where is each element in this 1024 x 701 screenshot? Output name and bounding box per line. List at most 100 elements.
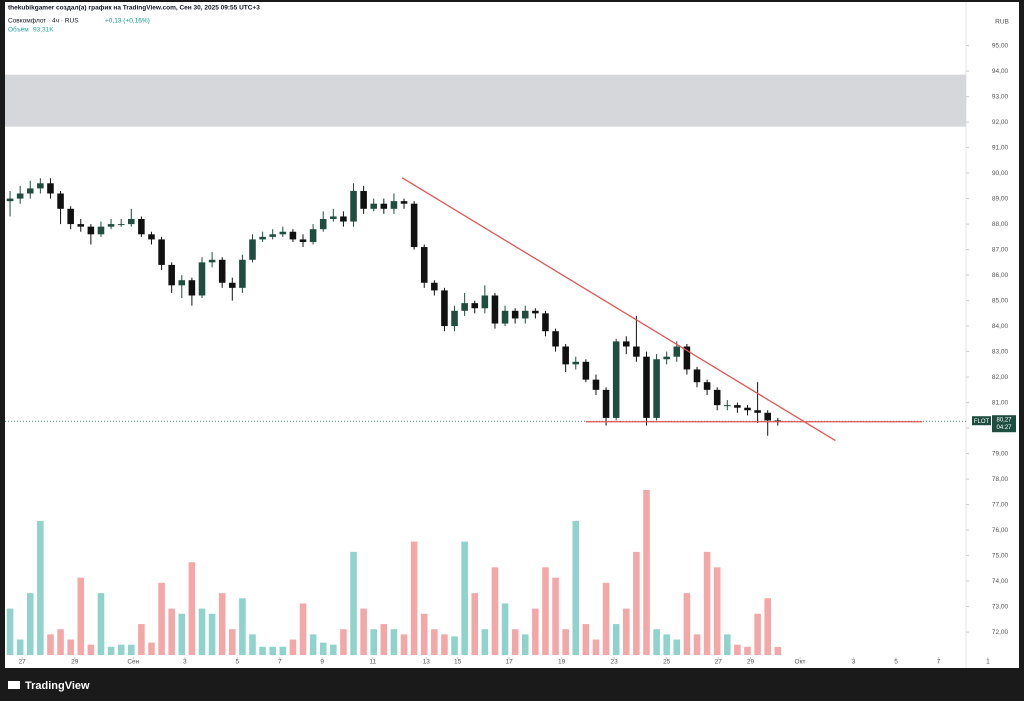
y-tick-label: 79,00 [992, 450, 1009, 457]
volume-bar [208, 613, 216, 655]
candle-body [229, 282, 236, 288]
x-tick-label: 3 [852, 659, 856, 666]
volume-bar [612, 624, 620, 655]
candle-body [582, 361, 590, 380]
y-tick-label: 73,00 [992, 603, 1009, 610]
y-tick-label: 89,00 [992, 195, 1009, 202]
volume-bar [734, 644, 741, 655]
volume-value: 93,31K [33, 27, 54, 34]
volume-bar [713, 567, 721, 655]
candle-body [380, 203, 388, 209]
candle-body [37, 183, 44, 189]
candle-body [622, 341, 630, 347]
candle-body [309, 229, 317, 242]
x-tick-label: 9 [320, 659, 324, 666]
resistance-zone [5, 74, 966, 127]
x-tick-label: 29 [747, 659, 755, 666]
candle-body [643, 356, 650, 418]
y-tick-label: 88,00 [992, 221, 1009, 228]
x-tick-label: Окт [795, 659, 806, 666]
candle-body [330, 216, 337, 219]
candle-body [168, 264, 175, 286]
x-tick-label: 19 [558, 659, 566, 666]
y-tick-label: 77,00 [992, 501, 1009, 508]
y-tick-label: 74,00 [992, 578, 1009, 585]
volume-bar [229, 629, 236, 655]
volume-bar [340, 629, 347, 655]
x-tick-label: 25 [663, 659, 671, 666]
volume-bar [198, 608, 206, 655]
volume-bar [754, 613, 761, 655]
candle-body [562, 346, 569, 365]
y-tick-label: 85,00 [992, 297, 1009, 304]
x-tick-label: 5 [894, 659, 898, 666]
y-tick-label: 72,00 [992, 629, 1009, 636]
volume-bar [633, 551, 640, 655]
price-tag-symbol: FLOT [974, 419, 990, 425]
volume-bar [562, 629, 569, 655]
x-tick-label: 13 [423, 659, 431, 666]
volume-bar [592, 639, 600, 655]
candle-body [259, 236, 266, 240]
candle-body [138, 219, 145, 235]
candle-body [57, 193, 64, 209]
volume-bar [471, 593, 479, 655]
volume-bar [663, 634, 670, 655]
volume-bar [420, 613, 428, 655]
volume-bar [309, 634, 317, 655]
volume-bar [360, 608, 367, 655]
price-tag-value: 80,27 [996, 417, 1012, 423]
y-tick-label: 82,00 [992, 374, 1009, 381]
x-tick-label: 5 [236, 659, 240, 666]
volume-bar [299, 603, 307, 655]
candle-body [127, 219, 135, 225]
candle-body [97, 226, 105, 235]
candle-body [249, 239, 256, 260]
volume-bar [380, 624, 388, 655]
volume-bar [532, 608, 539, 655]
candle-body [744, 407, 751, 411]
candle-body [188, 280, 196, 296]
volume-bar [127, 644, 135, 655]
volume-bar [764, 598, 771, 655]
volume-bar [622, 608, 630, 655]
volume-bar [390, 629, 398, 655]
candle-body [764, 412, 771, 421]
volume-bar [168, 608, 175, 655]
candle-body [400, 201, 408, 204]
candle-body [673, 346, 681, 357]
volume-bar [37, 520, 44, 655]
price-tag: FLOT 80,27 04:27 [972, 415, 1016, 433]
candle-body [461, 303, 468, 311]
volume-bar [451, 636, 458, 655]
volume-label: Объём [8, 26, 29, 34]
candle-body [107, 224, 115, 227]
candle-body [653, 359, 660, 418]
volume-bar [431, 629, 438, 655]
volume-bar [218, 593, 226, 655]
volume-bar [481, 629, 489, 655]
candle-body [47, 183, 54, 194]
volume-bar [148, 642, 155, 655]
volume-bar [279, 646, 287, 655]
candle-body [683, 346, 691, 370]
candle-body [481, 295, 489, 309]
y-tick-label: 93,00 [992, 93, 1009, 100]
volume-bar [370, 629, 378, 655]
volume-bar [703, 551, 711, 655]
candle-body [441, 290, 448, 327]
candle-body [724, 405, 731, 407]
volume-bar [77, 577, 85, 655]
volume-bar [87, 644, 95, 655]
volume-bar [602, 582, 610, 655]
volume-bar [319, 642, 327, 655]
y-tick-label: 95,00 [992, 42, 1009, 49]
y-tick-label: 81,00 [992, 399, 1009, 406]
volume-bar [542, 567, 549, 655]
volume-bar [744, 646, 751, 655]
candle-body [511, 310, 519, 319]
volume-bar [6, 608, 14, 655]
volume-bar [47, 634, 54, 655]
candle-body [208, 259, 216, 263]
